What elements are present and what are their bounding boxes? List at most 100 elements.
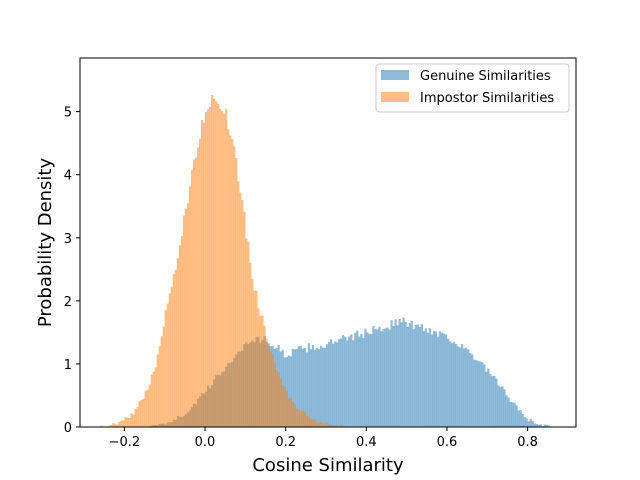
impostor-histogram-bar [293, 403, 296, 427]
impostor-histogram-bar [299, 411, 302, 427]
legend-swatch-impostor [381, 92, 409, 102]
y-tick-label: 0 [64, 421, 72, 436]
impostor-histogram-bar [243, 211, 246, 427]
genuine-histogram-bar [414, 324, 417, 427]
genuine-histogram-bar [477, 360, 480, 427]
genuine-histogram-bar [352, 340, 355, 427]
genuine-histogram-bar [319, 345, 323, 427]
genuine-histogram-bar [346, 340, 349, 427]
impostor-histogram-bar [229, 135, 232, 428]
genuine-histogram-bar [388, 329, 391, 427]
legend-label-genuine: Genuine Similarities [420, 69, 551, 84]
genuine-histogram-bar [473, 359, 476, 427]
legend-swatch-genuine [381, 70, 409, 80]
genuine-histogram-bar [465, 347, 468, 427]
impostor-histogram-bar [156, 354, 159, 427]
genuine-histogram-bar [471, 354, 474, 427]
impostor-histogram-bar [186, 203, 190, 427]
impostor-histogram-bar [233, 146, 236, 428]
genuine-histogram-bar [475, 360, 478, 427]
impostor-histogram-bar [205, 111, 208, 428]
y-tick-label: 5 [64, 106, 72, 121]
genuine-histogram-bar [297, 346, 300, 427]
genuine-histogram-bar [485, 371, 488, 427]
genuine-histogram-bar [362, 338, 365, 427]
impostor-histogram-bar [110, 424, 113, 427]
genuine-histogram-bar [408, 323, 411, 427]
impostor-histogram-bar [301, 410, 304, 427]
genuine-histogram-bar [291, 348, 294, 427]
impostor-histogram-bar [130, 413, 133, 427]
genuine-histogram-bar [513, 402, 516, 427]
genuine-histogram-bar [501, 386, 504, 427]
impostor-histogram-bar [176, 258, 179, 427]
genuine-histogram-bar [315, 347, 319, 427]
genuine-histogram-bar [525, 418, 528, 427]
genuine-histogram-bar [438, 331, 442, 427]
genuine-histogram-bar [479, 361, 482, 427]
x-tick-label: 0.8 [517, 435, 538, 450]
genuine-histogram-bar [350, 334, 353, 427]
impostor-histogram-bar [160, 336, 163, 427]
genuine-histogram-bar [386, 327, 389, 427]
genuine-histogram-bar [434, 331, 438, 427]
impostor-histogram-bar [255, 290, 258, 427]
genuine-histogram-bar [358, 336, 361, 427]
impostor-histogram-bar [267, 345, 270, 427]
y-tick-label: 1 [64, 358, 72, 373]
genuine-histogram-bar [521, 413, 524, 427]
impostor-histogram-bar [334, 425, 337, 427]
impostor-histogram-bar [313, 419, 317, 427]
x-tick-label: 0.6 [437, 435, 458, 450]
genuine-histogram-bar [489, 374, 492, 427]
impostor-histogram-bar [134, 409, 137, 427]
genuine-histogram-bar [303, 347, 306, 427]
impostor-histogram-bar [235, 158, 238, 427]
impostor-histogram-bar [184, 208, 188, 427]
impostor-histogram-bar [317, 423, 321, 427]
impostor-histogram-bar [108, 425, 111, 427]
genuine-histogram-bar [309, 349, 313, 427]
impostor-histogram-bar [237, 181, 240, 427]
impostor-histogram-bar [124, 417, 127, 427]
impostor-histogram-bar [291, 401, 294, 427]
impostor-histogram-bar [174, 269, 177, 427]
y-tick-label: 4 [64, 169, 72, 184]
genuine-histogram-bar [378, 326, 381, 427]
impostor-histogram-bar [118, 421, 121, 427]
genuine-histogram-bar [412, 329, 415, 427]
genuine-histogram-bar [293, 349, 296, 427]
impostor-histogram-bar [303, 411, 306, 427]
genuine-histogram-bar [511, 402, 514, 427]
genuine-histogram-bar [364, 328, 367, 427]
impostor-histogram-bar [200, 120, 204, 427]
genuine-histogram-bar [448, 341, 452, 427]
genuine-histogram-bar [307, 343, 311, 427]
genuine-histogram-bar [404, 322, 407, 427]
impostor-histogram-bar [140, 400, 143, 427]
impostor-histogram-bar [128, 417, 131, 427]
impostor-histogram-bar [132, 414, 135, 427]
impostor-histogram-bar [259, 315, 262, 427]
genuine-histogram-bar [328, 342, 331, 427]
genuine-histogram-bar [495, 378, 498, 427]
genuine-histogram-bar [430, 334, 433, 427]
impostor-histogram-bar [213, 98, 216, 427]
genuine-histogram-bar [416, 324, 419, 427]
impostor-histogram-bar [253, 290, 256, 427]
impostor-histogram-bar [100, 425, 103, 427]
genuine-histogram-bar [539, 424, 542, 427]
y-tick-label: 3 [64, 232, 72, 247]
genuine-histogram-bar [390, 320, 393, 427]
impostor-histogram-bar [136, 406, 139, 427]
genuine-histogram-bar [505, 395, 508, 427]
x-tick-label: 0.2 [275, 435, 296, 450]
genuine-histogram-bar [529, 419, 532, 427]
impostor-histogram-bar [287, 398, 290, 427]
impostor-histogram-bar [114, 424, 117, 427]
impostor-histogram-bar [263, 325, 266, 427]
genuine-histogram-bar [321, 347, 325, 427]
impostor-histogram-bar [251, 279, 254, 427]
genuine-histogram-bar [499, 386, 502, 427]
impostor-histogram-bar [330, 425, 333, 427]
